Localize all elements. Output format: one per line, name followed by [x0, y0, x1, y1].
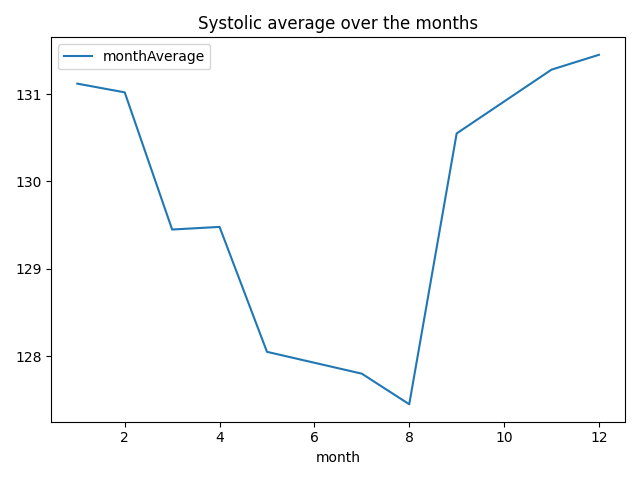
monthAverage	[216, 224, 223, 230]
Line: monthAverage: monthAverage	[77, 55, 599, 404]
monthAverage	[453, 131, 461, 136]
monthAverage	[405, 401, 413, 407]
Legend: monthAverage: monthAverage	[58, 44, 211, 70]
X-axis label: month: month	[316, 451, 360, 465]
monthAverage	[168, 227, 176, 232]
monthAverage	[74, 81, 81, 86]
monthAverage	[358, 371, 365, 376]
monthAverage	[121, 89, 129, 95]
monthAverage	[548, 67, 556, 72]
monthAverage	[263, 349, 271, 355]
Title: Systolic average over the months: Systolic average over the months	[198, 15, 478, 33]
monthAverage	[595, 52, 603, 58]
